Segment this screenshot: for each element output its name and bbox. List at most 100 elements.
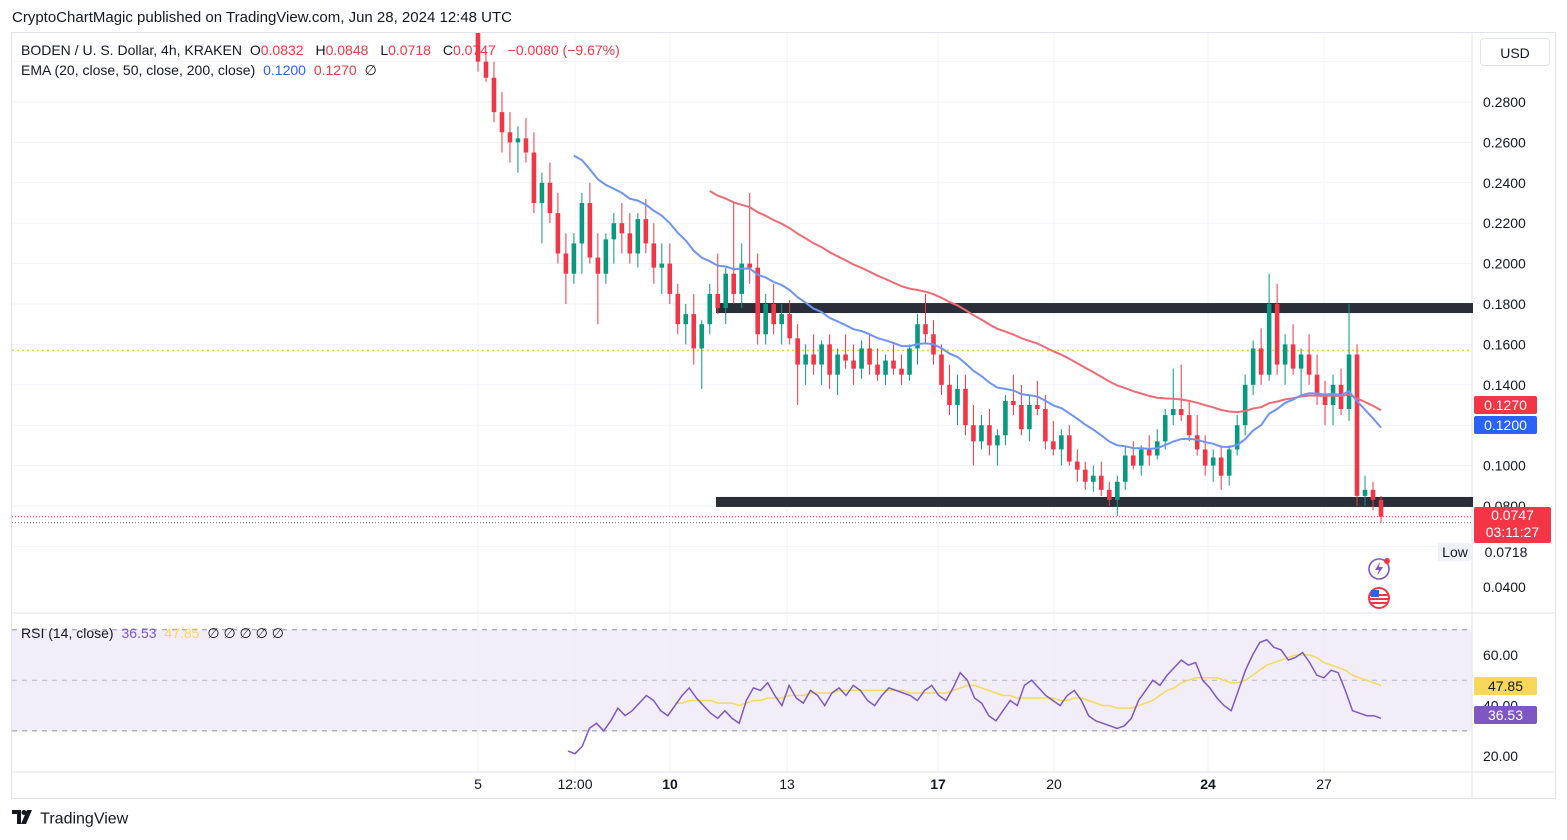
candle (659, 243, 665, 294)
time-axis-label: 17 (930, 776, 946, 792)
candle-body (499, 112, 505, 133)
candle-body (1234, 425, 1240, 450)
candle-body (779, 314, 784, 325)
candle (1138, 445, 1144, 476)
rsi-value: 36.53 (121, 625, 157, 641)
candle (883, 354, 888, 385)
candle (483, 51, 489, 82)
candle-body (979, 425, 984, 442)
candle-body (995, 435, 1000, 446)
candle (587, 182, 593, 264)
time-axis-label: 27 (1316, 776, 1332, 792)
candle-body (539, 182, 545, 203)
candle-body (1099, 475, 1104, 490)
lightning-icon[interactable] (1367, 557, 1391, 581)
price-axis-label: 0.2200 (1483, 215, 1526, 231)
candle (827, 334, 832, 389)
candle (1186, 400, 1192, 442)
candle (1011, 374, 1016, 416)
rsi-axis-label: 20.00 (1483, 748, 1518, 764)
candle (979, 415, 984, 450)
candle-body (1059, 435, 1064, 450)
candle (539, 172, 545, 244)
candle-body (1282, 344, 1288, 365)
candle-body (683, 314, 689, 325)
candle (691, 293, 697, 365)
candle (755, 253, 760, 345)
low-value-tag: 0.0718 (1484, 544, 1528, 560)
candle-body (1298, 354, 1304, 369)
candle-body (611, 223, 617, 240)
candle (915, 314, 920, 365)
candle-body (659, 263, 665, 268)
candle (867, 334, 872, 375)
candle-body (1186, 415, 1192, 436)
tradingview-brand[interactable]: TradingView (12, 810, 128, 829)
ema-legend: EMA (20, close, 50, close, 200, close) 0… (21, 62, 381, 79)
symbol-title[interactable]: BODEN / U. S. Dollar, 4h, KRAKEN (21, 42, 242, 58)
candle (1266, 273, 1272, 381)
candle (1282, 334, 1288, 385)
candle (1378, 495, 1384, 523)
candle-body (1242, 384, 1248, 426)
candle-body (651, 243, 657, 268)
chart-frame[interactable] (11, 32, 1556, 799)
candle-body (939, 354, 944, 385)
candle-body (955, 388, 960, 405)
candle (819, 340, 824, 385)
candle-body (1250, 348, 1256, 385)
candle-body (1194, 435, 1200, 450)
candle-body (1043, 409, 1048, 442)
ema-extra-value: ∅ (364, 62, 377, 78)
candle-body (579, 203, 585, 244)
candle (547, 162, 553, 224)
resistance-zone (716, 303, 1473, 314)
candle-body (515, 138, 521, 143)
candle (1298, 348, 1304, 395)
candle-body (899, 368, 904, 375)
price-axis-label: 0.2800 (1483, 94, 1526, 110)
candle (667, 243, 673, 304)
rsi-label[interactable]: RSI (14, close) (21, 625, 114, 641)
candle-body (691, 314, 697, 349)
candle-body (787, 314, 792, 339)
candle-body (859, 348, 864, 369)
candle (571, 233, 577, 284)
candle (1099, 461, 1104, 496)
candle-body (747, 263, 752, 268)
us-flag-icon[interactable] (1367, 586, 1391, 610)
high-label: H (315, 42, 326, 58)
rsi-ma-tag: 47.85 (1474, 677, 1537, 695)
candle-body (883, 360, 888, 375)
brand-name: TradingView (40, 810, 129, 828)
candle (923, 293, 928, 345)
candle-body (1146, 449, 1152, 456)
candle-body (771, 304, 776, 325)
currency-button[interactable]: USD (1480, 38, 1550, 66)
candle-body (1178, 409, 1184, 416)
candle-body (619, 223, 625, 234)
candle (1322, 380, 1328, 426)
candle-body (1314, 374, 1320, 395)
candle-body (795, 338, 800, 365)
ema-label[interactable]: EMA (20, close, 50, close, 200, close) (21, 62, 256, 78)
candle (699, 320, 705, 389)
candle (1258, 328, 1264, 385)
candle-body (1019, 405, 1024, 430)
candle-body (1306, 354, 1312, 375)
candle-body (755, 267, 760, 335)
candle (851, 344, 856, 385)
candle-body (699, 324, 705, 349)
candle (635, 213, 641, 268)
candle-body (875, 364, 880, 375)
ema50-line (709, 190, 1382, 414)
candle-body (571, 243, 577, 274)
candle (1370, 481, 1376, 511)
candle (875, 348, 880, 381)
candle-body (555, 213, 561, 254)
time-axis-label: 24 (1200, 776, 1216, 792)
candle-body (1067, 435, 1072, 462)
candle (579, 192, 585, 274)
candle-body (803, 354, 808, 365)
